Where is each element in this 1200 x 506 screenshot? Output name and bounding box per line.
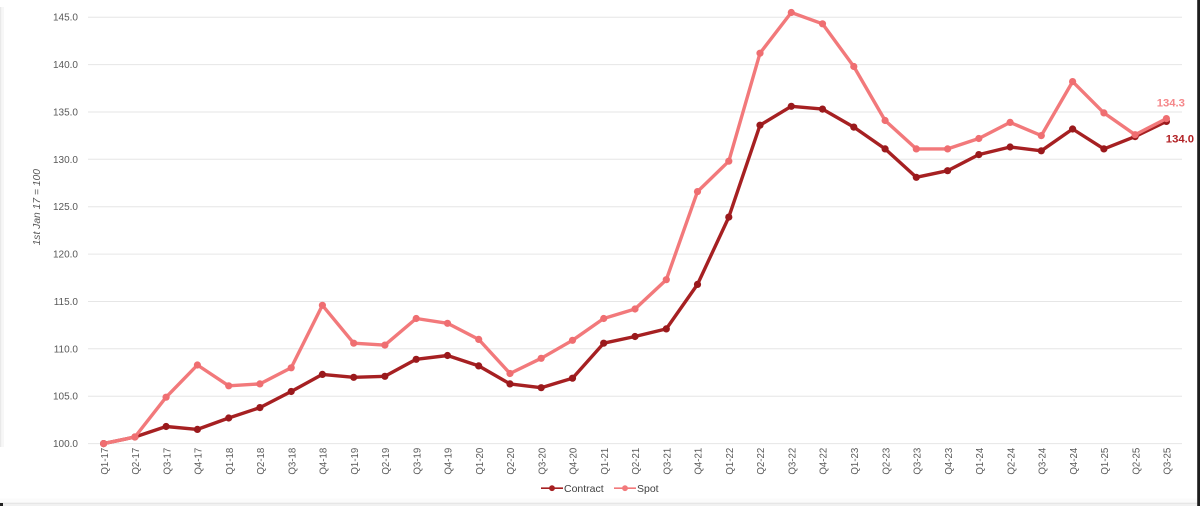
svg-text:Q4-20: Q4-20 [569, 447, 580, 475]
svg-text:Q3-18: Q3-18 [287, 448, 298, 475]
svg-text:Q2-25: Q2-25 [1131, 448, 1142, 475]
svg-text:Q4-17: Q4-17 [194, 448, 205, 475]
svg-text:Q1-24: Q1-24 [975, 447, 986, 475]
svg-text:Q4-19: Q4-19 [444, 448, 455, 475]
svg-text:Q1-25: Q1-25 [1100, 448, 1111, 475]
svg-text:Q2-19: Q2-19 [381, 448, 392, 475]
svg-text:120.0: 120.0 [53, 250, 78, 261]
svg-text:Q3-19: Q3-19 [412, 448, 423, 475]
svg-text:Q4-22: Q4-22 [819, 448, 830, 475]
svg-text:130.0: 130.0 [53, 155, 78, 166]
svg-text:Q2-18: Q2-18 [256, 448, 267, 475]
svg-text:Spot: Spot [637, 483, 659, 495]
svg-text:Q1-22: Q1-22 [725, 448, 736, 475]
svg-text:Q2-20: Q2-20 [506, 447, 517, 475]
svg-text:Q3-25: Q3-25 [1163, 448, 1174, 475]
svg-text:145.0: 145.0 [53, 13, 78, 24]
svg-text:1st Jan 17 = 100: 1st Jan 17 = 100 [32, 169, 43, 246]
svg-text:Contract: Contract [564, 483, 604, 495]
svg-text:140.0: 140.0 [53, 60, 78, 71]
svg-text:110.0: 110.0 [54, 344, 79, 355]
svg-text:Q2-21: Q2-21 [631, 448, 642, 475]
svg-text:125.0: 125.0 [53, 202, 78, 213]
svg-text:Q1-21: Q1-21 [600, 448, 611, 475]
svg-text:Q1-18: Q1-18 [225, 448, 236, 475]
svg-text:100.0: 100.0 [53, 439, 78, 450]
svg-text:Q2-23: Q2-23 [881, 448, 892, 475]
svg-text:Q3-24: Q3-24 [1038, 447, 1049, 475]
svg-text:Q2-22: Q2-22 [756, 448, 767, 475]
svg-text:Q1-20: Q1-20 [475, 447, 486, 475]
svg-text:Q3-23: Q3-23 [913, 448, 924, 475]
svg-text:Q1-19: Q1-19 [350, 448, 361, 475]
svg-text:Q3-22: Q3-22 [788, 448, 799, 475]
svg-text:105.0: 105.0 [53, 392, 78, 403]
svg-text:Q2-17: Q2-17 [131, 448, 142, 475]
svg-text:135.0: 135.0 [53, 108, 78, 119]
svg-text:134.0: 134.0 [1166, 133, 1194, 145]
svg-text:Q1-17: Q1-17 [100, 448, 111, 475]
svg-text:115.0: 115.0 [54, 297, 79, 308]
svg-text:Q4-21: Q4-21 [694, 448, 705, 475]
svg-text:134.3: 134.3 [1157, 98, 1185, 110]
svg-text:Q3-21: Q3-21 [663, 448, 674, 475]
svg-text:Q3-20: Q3-20 [537, 447, 548, 475]
svg-text:Q1-23: Q1-23 [850, 448, 861, 475]
svg-text:Q4-18: Q4-18 [319, 448, 330, 475]
svg-text:Q2-24: Q2-24 [1006, 447, 1017, 475]
svg-text:Q4-23: Q4-23 [944, 448, 955, 475]
svg-text:Q4-24: Q4-24 [1069, 447, 1080, 475]
svg-text:Q3-17: Q3-17 [162, 448, 173, 475]
